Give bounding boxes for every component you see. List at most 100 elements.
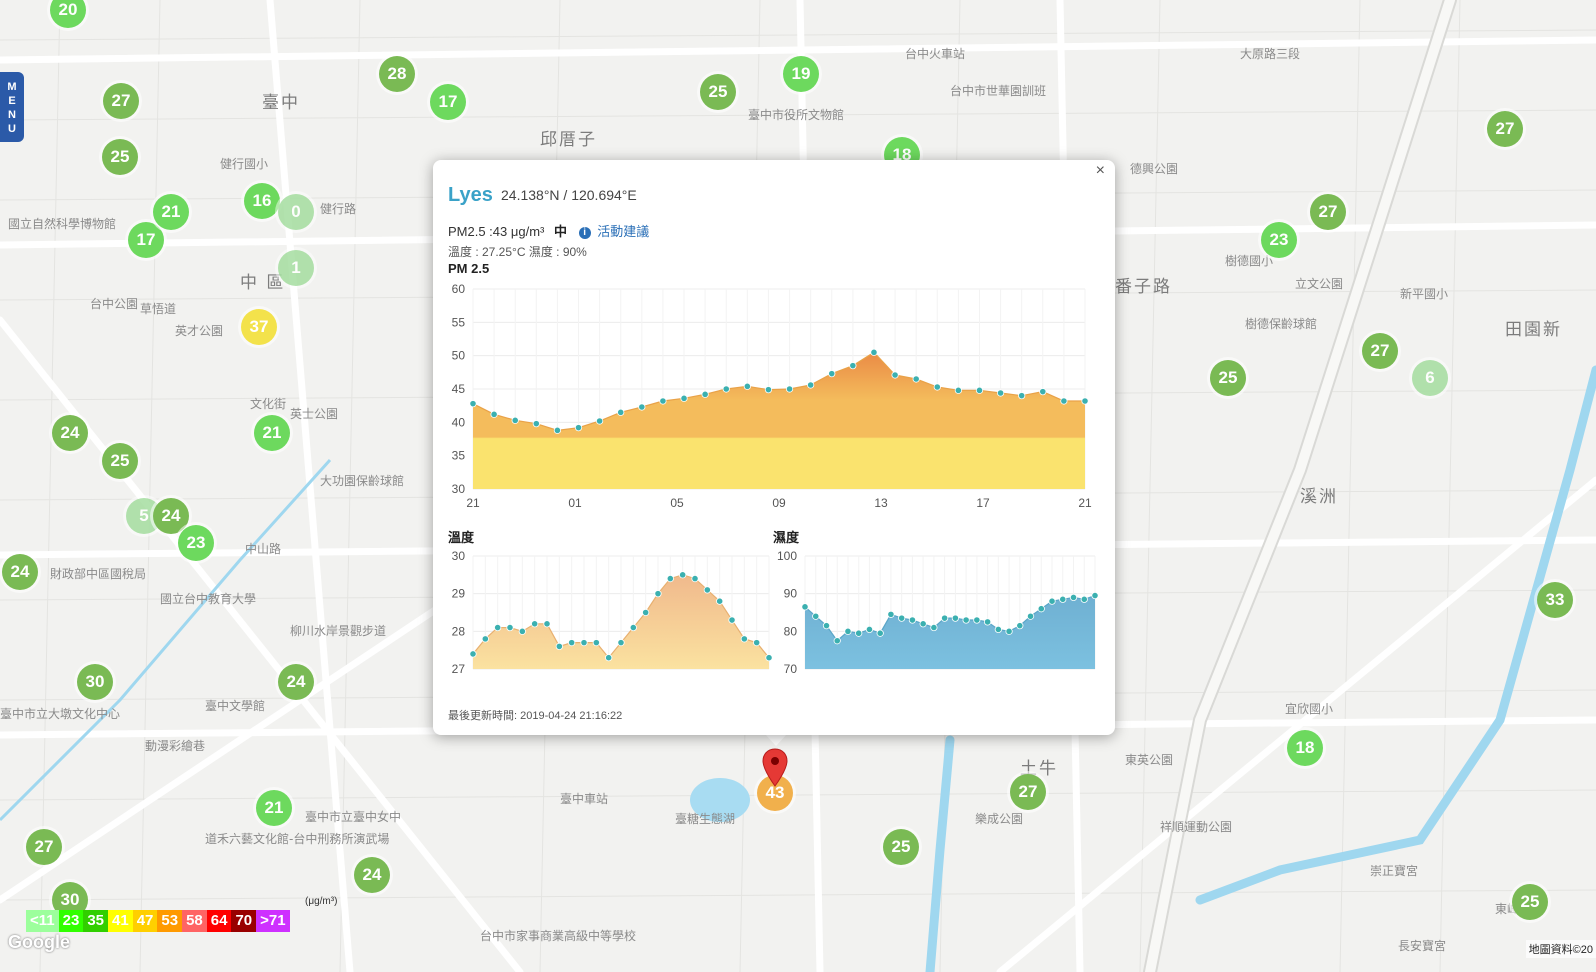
site-name: Lyes	[448, 184, 493, 206]
data-point	[785, 385, 794, 393]
humidity-chart: 100 90 80 70	[777, 549, 1099, 676]
y-tick-label: 28	[452, 624, 466, 638]
y-tick-label: 35	[452, 449, 466, 463]
data-point	[679, 571, 687, 579]
station-marker[interactable]: 24	[2, 554, 38, 590]
station-marker[interactable]: 6	[1412, 360, 1448, 396]
data-point	[1080, 595, 1088, 603]
station-marker[interactable]: 24	[153, 498, 189, 534]
station-marker[interactable]: 0	[278, 194, 314, 230]
station-marker[interactable]: 27	[1010, 774, 1046, 810]
map-attribution[interactable]: 地圖資料©20	[1525, 940, 1596, 958]
data-point	[1048, 597, 1056, 605]
station-marker[interactable]: 21	[254, 415, 290, 451]
map-place-label: 大原路三段	[1240, 47, 1301, 61]
station-marker[interactable]: 25	[883, 829, 919, 865]
station-marker[interactable]: 24	[354, 857, 390, 893]
station-marker[interactable]: 24	[52, 415, 88, 451]
google-logo: Google	[8, 932, 70, 952]
station-marker[interactable]: 27	[1362, 333, 1398, 369]
legend-unit: (μg/m³)	[305, 896, 338, 907]
legend-bin: 64	[206, 910, 232, 932]
series-line	[804, 594, 1096, 642]
map-place-label: 臺糖生態湖	[675, 812, 736, 826]
data-point	[983, 618, 992, 626]
data-point	[543, 620, 551, 628]
selected-location-pin-icon[interactable]	[762, 748, 788, 788]
map-place-label: 柳川水岸景觀步道	[290, 624, 387, 638]
close-icon[interactable]: ×	[1095, 162, 1105, 179]
info-icon[interactable]: i	[578, 227, 591, 239]
map-place-label: 東英公園	[1125, 753, 1174, 767]
station-marker[interactable]: 23	[1261, 222, 1297, 258]
x-tick-label: 17	[976, 496, 990, 510]
activity-advice-link[interactable]: 活動建議	[597, 224, 650, 239]
station-marker[interactable]: 25	[102, 443, 138, 479]
humidity-chart-title: 濕度	[773, 530, 800, 545]
data-point	[812, 612, 820, 620]
x-tick-label: 21	[466, 496, 480, 510]
menu-button[interactable]: MENU	[0, 72, 24, 142]
data-point	[828, 370, 836, 378]
data-point	[1016, 622, 1024, 630]
legend-bin: 53	[157, 910, 183, 932]
data-point	[574, 424, 583, 432]
map-place-label: 台中市世華園訓班	[950, 84, 1047, 98]
station-marker[interactable]: 33	[1537, 582, 1573, 618]
map-place-label: 國立自然科學博物館	[8, 217, 117, 231]
station-marker[interactable]: 25	[1512, 884, 1548, 920]
station-marker[interactable]: 20	[50, 0, 86, 28]
station-marker[interactable]: 25	[102, 139, 138, 175]
station-marker[interactable]: 27	[103, 83, 139, 119]
station-marker[interactable]: 23	[178, 525, 214, 561]
station-marker[interactable]: 25	[700, 74, 736, 110]
map-place-label: 新平國小	[1400, 287, 1449, 301]
station-marker[interactable]: 27	[1310, 194, 1346, 230]
map-place-label: 文化街	[250, 397, 287, 411]
temperature-chart-title: 溫度	[448, 530, 475, 545]
data-point	[494, 623, 502, 632]
station-marker[interactable]: 25	[1210, 360, 1246, 396]
menu-label: MENU	[7, 81, 17, 135]
area-fill	[473, 352, 1085, 489]
map-place-label: 中山路	[245, 542, 282, 556]
data-point	[996, 389, 1005, 397]
map-place-label: 祥順運動公園	[1160, 820, 1233, 834]
station-marker[interactable]: 21	[256, 790, 292, 826]
data-point	[481, 635, 489, 643]
data-point	[933, 383, 941, 391]
map-place-label: 臺中	[262, 93, 300, 113]
station-marker[interactable]: 18	[884, 137, 920, 173]
legend-bin: 70	[231, 910, 257, 932]
data-point	[555, 642, 563, 651]
station-marker[interactable]: 24	[278, 664, 314, 700]
data-point	[654, 590, 662, 598]
data-point	[753, 639, 761, 647]
data-point	[1069, 593, 1078, 602]
station-marker[interactable]: 17	[128, 222, 164, 258]
station-marker[interactable]: 30	[77, 664, 113, 700]
x-tick-label: 21	[1078, 496, 1092, 510]
map-place-label: 草悟道	[140, 302, 177, 316]
x-tick-label: 13	[874, 496, 888, 510]
station-marker[interactable]: 18	[1287, 730, 1323, 766]
station-marker[interactable]: 19	[783, 56, 819, 92]
data-point	[1005, 627, 1013, 635]
station-marker[interactable]: 27	[1487, 111, 1523, 147]
station-marker[interactable]: 28	[379, 56, 415, 92]
station-marker[interactable]: 27	[26, 829, 62, 865]
map-place-label: 崇正寶宮	[1370, 864, 1419, 878]
data-point	[1081, 397, 1089, 405]
data-point	[605, 654, 613, 662]
station-marker[interactable]: 21	[153, 194, 189, 230]
station-marker[interactable]: 16	[244, 183, 280, 219]
station-marker[interactable]: 37	[241, 309, 277, 345]
map-place-label: 國立台中教育大學	[160, 592, 257, 606]
map-place-label: 臺中車站	[560, 792, 609, 806]
station-marker[interactable]: 17	[430, 84, 466, 120]
station-marker[interactable]: 1	[278, 250, 314, 286]
data-point	[617, 408, 625, 416]
data-point	[629, 623, 637, 632]
data-point	[849, 362, 857, 370]
y-tick-label: 45	[452, 382, 466, 396]
